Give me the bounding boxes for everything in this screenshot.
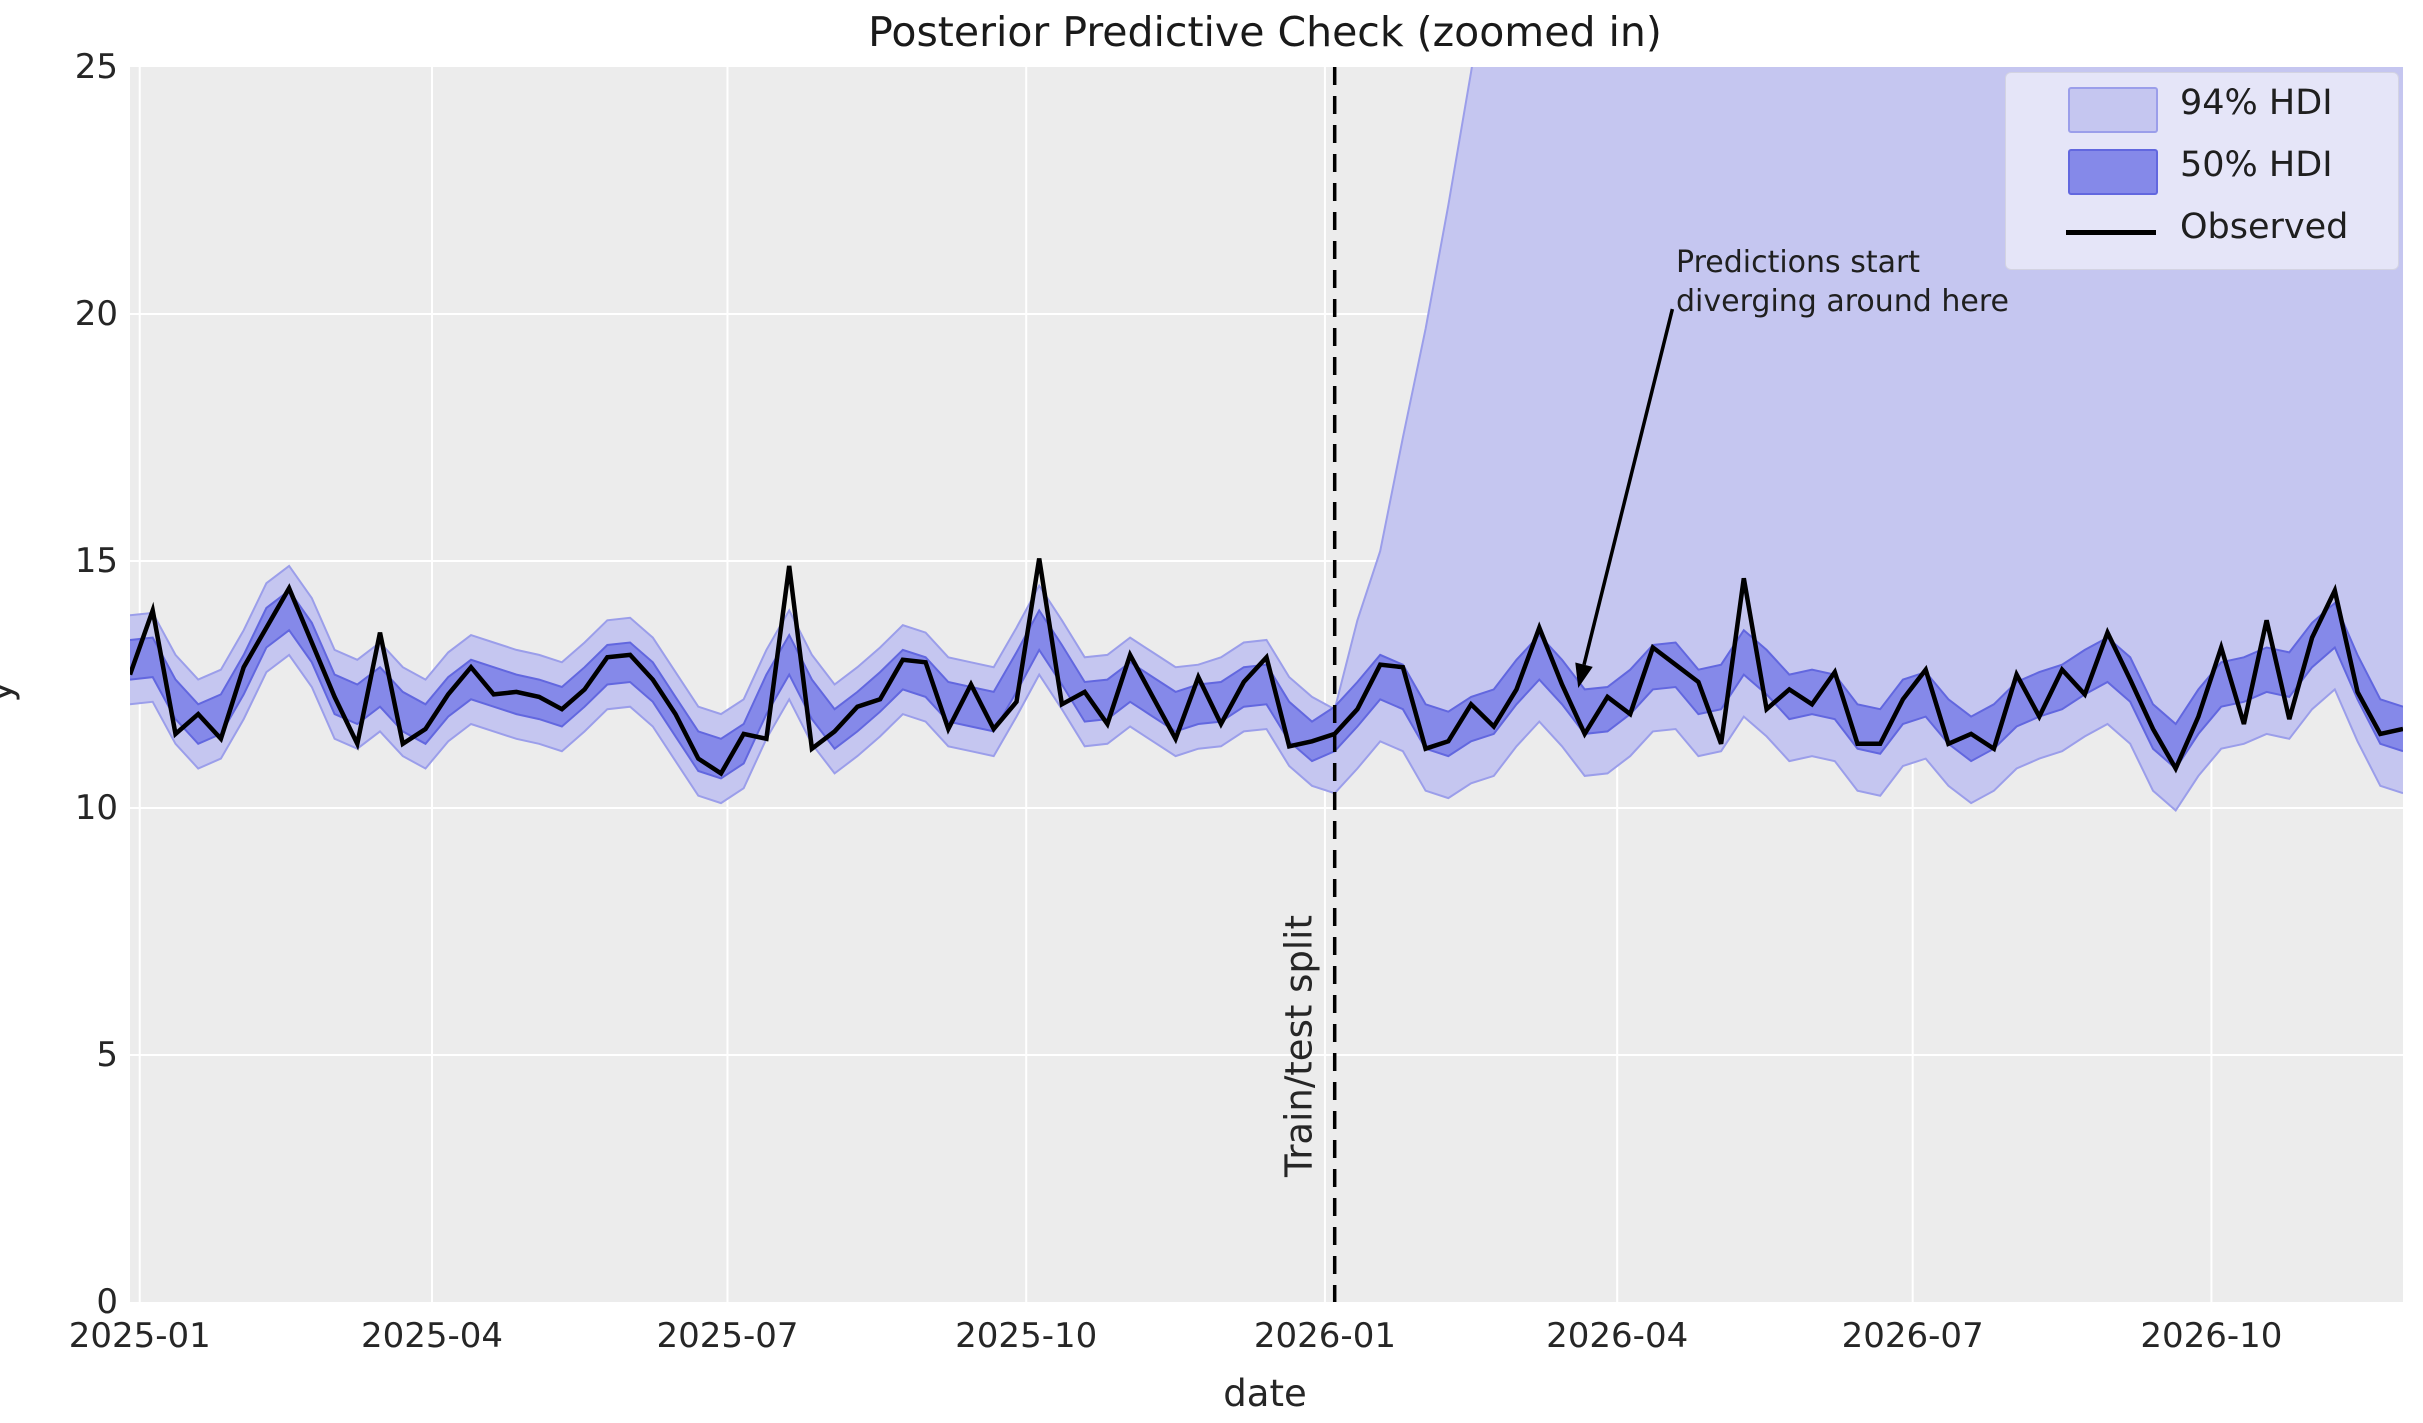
hdi94-lower-edge: [130, 653, 2403, 813]
x-tick-label: 2025-01: [68, 1316, 211, 1356]
legend-item-50-hdi: 50% HDI: [2006, 139, 2398, 201]
annotation-line2: diverging around here: [1676, 284, 2009, 319]
observed-line: [130, 558, 2403, 777]
legend-item-observed: Observed: [2006, 201, 2398, 263]
legend-label: 50% HDI: [2180, 145, 2333, 185]
hdi94-swatch-icon: [2068, 87, 2158, 133]
annotation-text: Predictions start diverging around here: [1676, 243, 2009, 321]
hdi50-lower-edge: [130, 628, 2403, 780]
x-tick-label: 2025-04: [360, 1316, 503, 1356]
hdi50-swatch-icon: [2068, 149, 2158, 195]
y-tick-label: 25: [74, 47, 118, 87]
annotation-line1: Predictions start: [1676, 245, 1921, 280]
x-tick-label: 2026-10: [2140, 1316, 2283, 1356]
legend-label: 94% HDI: [2180, 83, 2333, 123]
x-tick-label: 2025-10: [955, 1316, 1098, 1356]
x-tick-label: 2025-07: [656, 1316, 799, 1356]
y-tick-label: 10: [74, 788, 118, 828]
legend-item-94-hdi: 94% HDI: [2006, 77, 2398, 139]
y-tick-label: 0: [96, 1282, 118, 1322]
train-test-split-label: Train/test split: [1277, 915, 1321, 1177]
y-axis-label: y: [0, 681, 20, 703]
observed-line-icon: [2066, 230, 2156, 235]
hdi94-upper-edge: [130, 67, 1473, 716]
x-tick-label: 2026-01: [1253, 1316, 1396, 1356]
y-tick-label: 15: [74, 541, 118, 581]
y-tick-label: 20: [74, 294, 118, 334]
y-tick-label: 5: [96, 1035, 118, 1075]
x-tick-label: 2026-04: [1546, 1316, 1689, 1356]
hdi94-band: [130, 67, 2403, 811]
x-axis-label: date: [1223, 1372, 1307, 1415]
chart-title: Posterior Predictive Check (zoomed in): [868, 8, 1662, 56]
legend-label: Observed: [2180, 207, 2349, 247]
legend: 94% HDI 50% HDI Observed: [2005, 72, 2399, 270]
x-tick-label: 2026-07: [1841, 1316, 1984, 1356]
annotation-arrow: [1582, 308, 1675, 666]
annotation-arrowhead-icon: [1575, 662, 1593, 688]
